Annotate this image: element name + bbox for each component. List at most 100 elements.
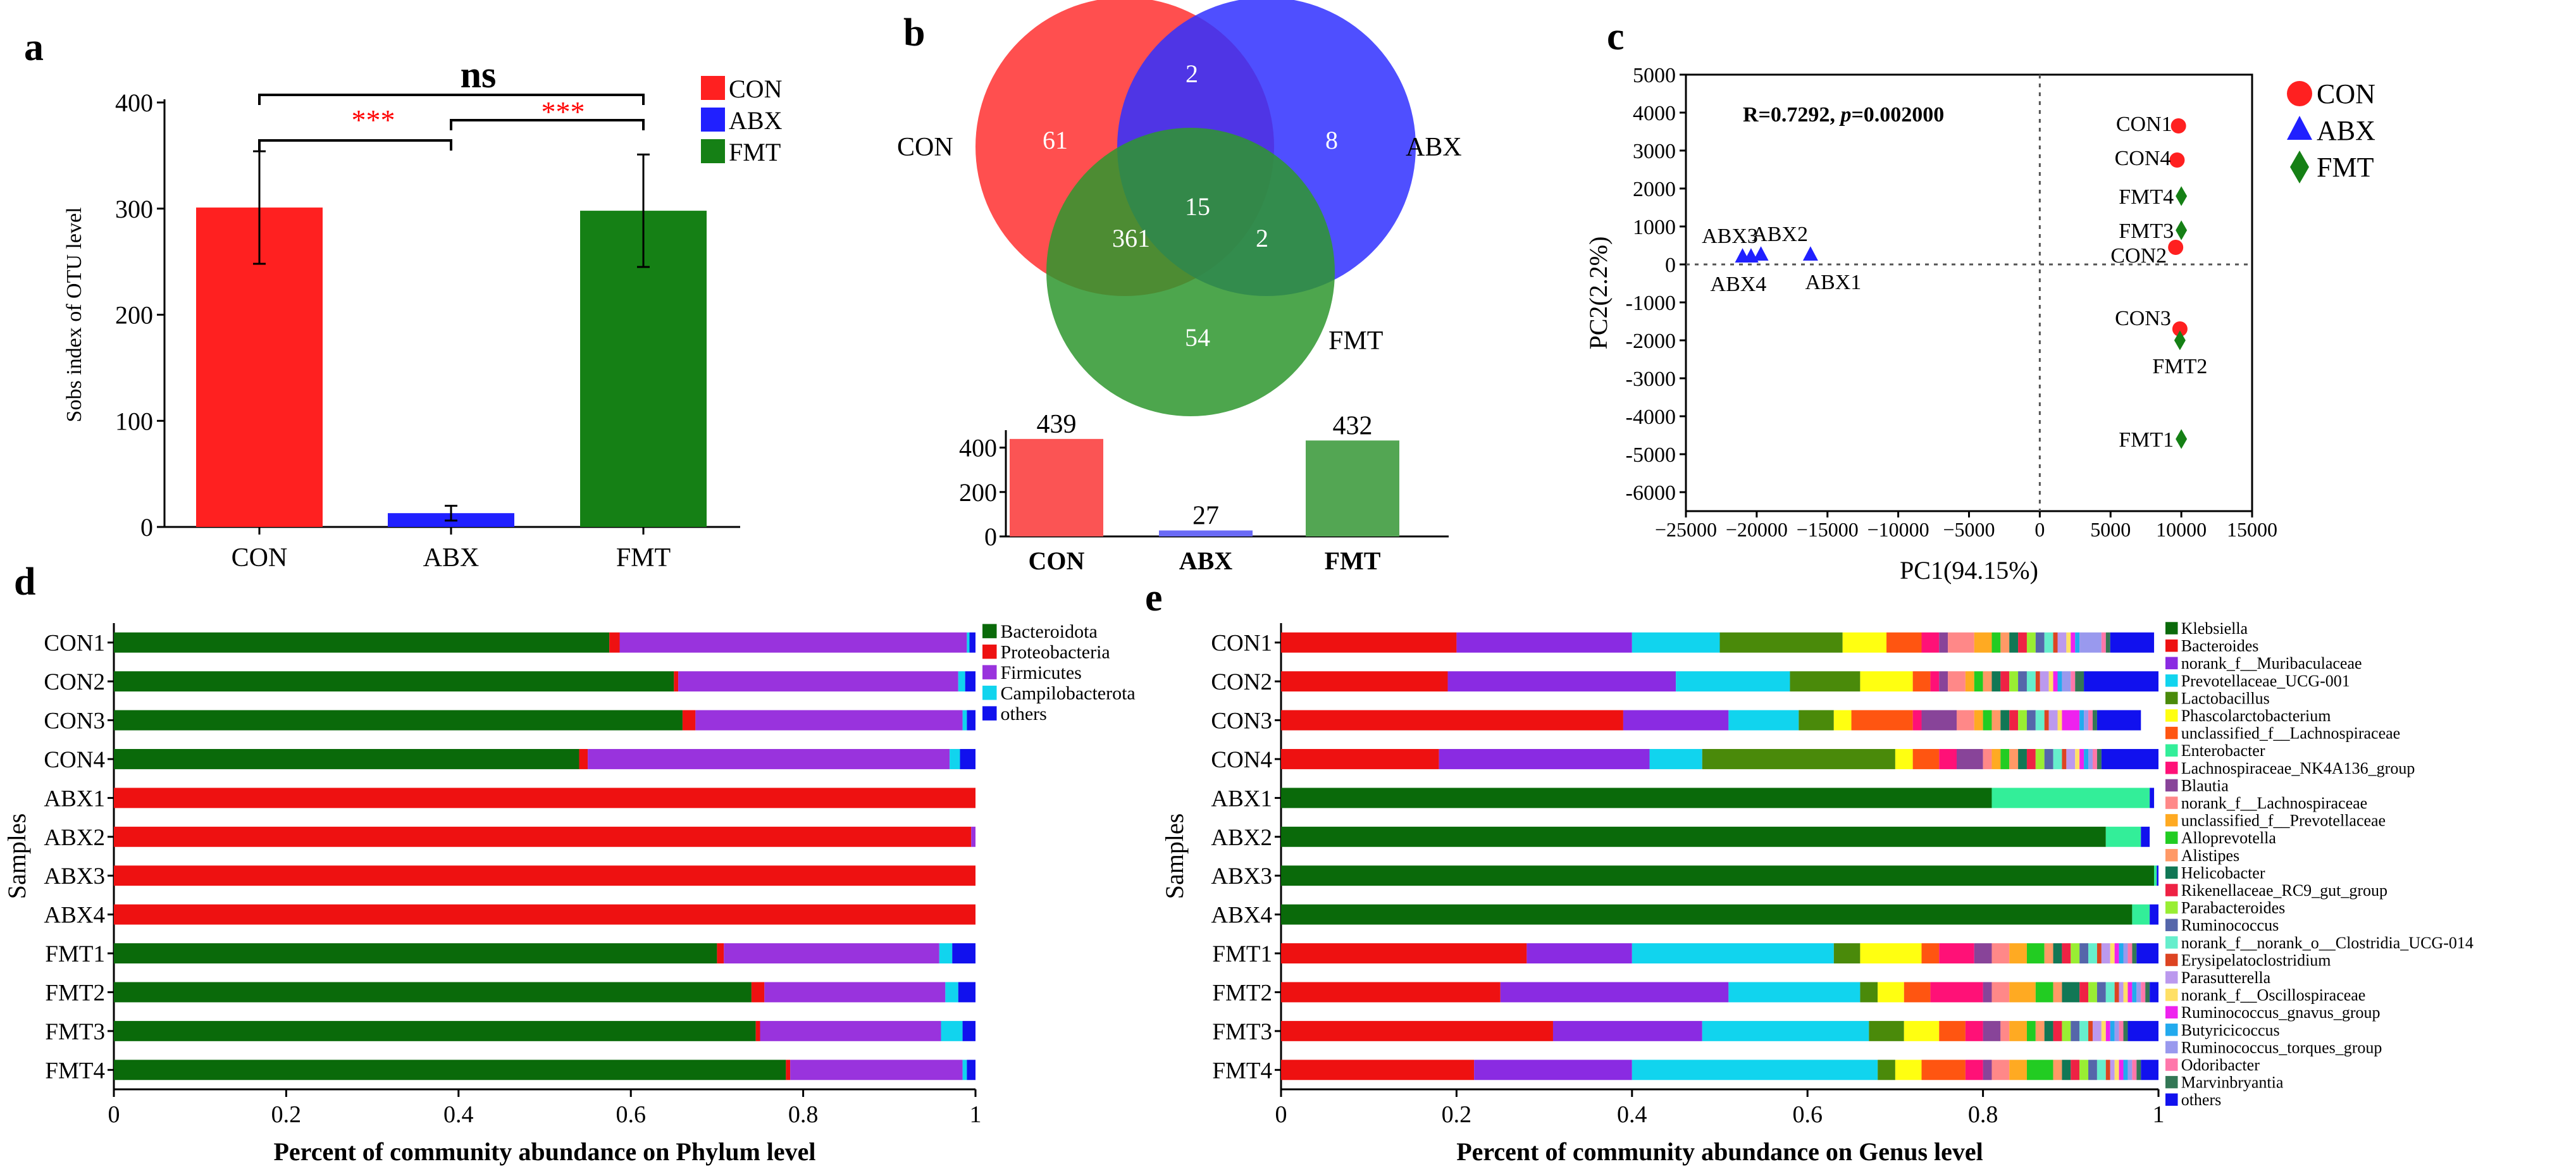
- e-segment: [2157, 865, 2158, 886]
- c-x-tick-label: 15000: [2227, 518, 2277, 541]
- e-legend-label: Ruminococcus: [2181, 916, 2279, 934]
- e-segment: [2057, 710, 2062, 731]
- e-segment: [2141, 826, 2150, 847]
- c-point-fmt4: [2176, 186, 2188, 206]
- d-segment: [678, 671, 958, 692]
- e-segment: [2123, 982, 2128, 1003]
- e-segment: [2057, 632, 2067, 653]
- a-x-tick-label: FMT: [616, 543, 671, 573]
- e-segment: [1719, 632, 1843, 653]
- c-stat-text: p: [1838, 103, 1851, 127]
- a-legend-swatch-fmt: [701, 139, 725, 163]
- e-segment: [1281, 943, 1527, 964]
- e-legend-swatch: [2165, 1058, 2178, 1071]
- e-legend-swatch: [2165, 1093, 2178, 1106]
- b-venn-count-abx-fmt: 2: [1256, 224, 1268, 252]
- e-segment: [2088, 982, 2097, 1003]
- e-segment: [1833, 710, 1852, 731]
- e-legend-label: Bacteroides: [2181, 637, 2259, 655]
- e-segment: [2101, 1020, 2106, 1041]
- e-segment: [1281, 710, 1623, 731]
- panel-label-b: b: [903, 11, 925, 54]
- c-point-fmt2: [2174, 330, 2186, 350]
- c-point-label: ABX4: [1711, 273, 1767, 296]
- a-x-tick-label: ABX: [423, 543, 480, 573]
- e-legend-label: Phascolarctobacterium: [2181, 707, 2331, 725]
- e-segment: [2009, 943, 2027, 964]
- e-segment: [1474, 1060, 1632, 1080]
- e-segment: [1974, 632, 1992, 653]
- c-y-axis-label: PC2(2.2%): [1584, 237, 1613, 350]
- e-row-label: ABX1: [1211, 786, 1272, 812]
- e-segment: [2114, 1020, 2119, 1041]
- d-row-label: ABX3: [44, 863, 105, 889]
- e-segment: [2079, 1060, 2089, 1080]
- c-point-con2: [2168, 240, 2184, 255]
- e-segment: [2062, 1020, 2071, 1041]
- e-segment: [1974, 943, 1992, 964]
- e-segment: [1281, 982, 1501, 1003]
- d-segment: [114, 982, 752, 1003]
- e-legend-label: Klebsiella: [2181, 619, 2248, 638]
- e-legend-swatch: [2165, 1041, 2178, 1054]
- e-segment: [2044, 710, 2049, 731]
- d-segment: [786, 1060, 791, 1080]
- e-segment: [2092, 1020, 2102, 1041]
- e-segment: [2009, 1020, 2027, 1041]
- panel-label-a: a: [24, 26, 44, 69]
- e-segment: [1790, 671, 1861, 692]
- e-legend-label: Parasutterella: [2181, 969, 2271, 987]
- e-segment: [2035, 982, 2053, 1003]
- e-segment: [2018, 748, 2027, 769]
- e-segment: [2053, 982, 2062, 1003]
- e-legend-label: Enterobacter: [2181, 741, 2265, 760]
- d-legend-swatch: [982, 624, 997, 638]
- e-segment: [1983, 1020, 2001, 1041]
- e-segment: [2000, 632, 2010, 653]
- e-segment: [1991, 671, 2001, 692]
- e-segment: [2066, 748, 2076, 769]
- e-segment: [2009, 982, 2036, 1003]
- d-row-label: CON3: [44, 709, 105, 734]
- d-x-tick-label: 0.4: [443, 1101, 474, 1128]
- d-row-label: FMT3: [45, 1019, 105, 1045]
- e-row-label: CON2: [1211, 669, 1272, 695]
- c-point-label: CON3: [2115, 307, 2171, 330]
- e-x-tick-label: 0.2: [1442, 1101, 1472, 1128]
- e-legend-swatch: [2165, 709, 2178, 722]
- e-segment: [1281, 632, 1457, 653]
- e-segment: [2084, 710, 2089, 731]
- a-y-tick-label: 0: [140, 513, 153, 542]
- d-legend-swatch: [982, 644, 997, 659]
- c-y-tick-label: 4000: [1633, 102, 1676, 125]
- b-total-bar-con: [1010, 438, 1103, 536]
- e-segment: [1842, 632, 1887, 653]
- c-point-con4: [2169, 152, 2185, 168]
- d-segment: [588, 748, 950, 769]
- e-row-label: FMT4: [1212, 1058, 1272, 1084]
- e-legend-label: norank_f__norank_o__Clostridia_UCG-014: [2181, 934, 2474, 952]
- c-point-abx2: [1753, 246, 1769, 261]
- e-segment: [2048, 710, 2058, 731]
- e-segment: [2079, 943, 2089, 964]
- e-segment: [2105, 826, 2141, 847]
- a-y-tick-label: 200: [115, 301, 153, 330]
- e-legend-swatch: [2165, 814, 2178, 827]
- e-legend-label: unclassified_f__Prevotellaceae: [2181, 812, 2386, 830]
- c-y-tick-label: 3000: [1633, 140, 1676, 163]
- e-segment: [2066, 632, 2071, 653]
- e-segment: [2071, 671, 2076, 692]
- e-segment: [1869, 1020, 1904, 1041]
- panel-a-sobs-bar-chart: 0 100 200 300 400 Sobs index of OTU level CON A…: [63, 54, 783, 573]
- a-y-axis-label: Sobs index of OTU level: [63, 207, 86, 423]
- e-segment: [2075, 632, 2080, 653]
- e-segment: [2000, 710, 2010, 731]
- e-segment: [2110, 1060, 2115, 1080]
- d-legend-swatch: [982, 706, 997, 721]
- e-segment: [2088, 748, 2093, 769]
- e-legend-label: Rikenellaceae_RC9_gut_group: [2181, 881, 2387, 900]
- c-x-tick-label: −20000: [1726, 518, 1788, 541]
- e-segment: [1500, 982, 1729, 1003]
- e-segment: [1948, 671, 1966, 692]
- e-segment: [1447, 671, 1676, 692]
